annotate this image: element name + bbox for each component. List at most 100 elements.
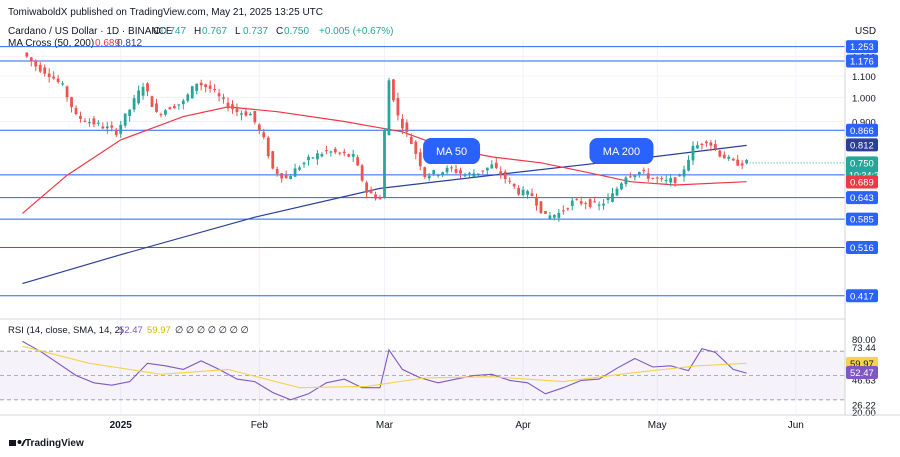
- candle-body: [477, 173, 480, 175]
- candle-body: [745, 159, 749, 164]
- candle-body: [432, 170, 436, 174]
- candle-body: [74, 107, 78, 114]
- time-tick-label: Mar: [376, 420, 394, 431]
- candle-body: [539, 201, 543, 213]
- candle-body: [168, 107, 172, 110]
- candle-body: [79, 115, 82, 119]
- candle-body: [128, 109, 132, 116]
- candle-body: [25, 52, 29, 57]
- tradingview-logo[interactable]: TradingView: [9, 438, 84, 449]
- candle-body: [535, 197, 538, 206]
- ma200-legend-value: 0.812: [117, 38, 142, 49]
- candle-body: [204, 84, 208, 88]
- level-price-label: 0.585: [850, 215, 874, 226]
- candle-body: [213, 89, 216, 91]
- candle-body: [445, 167, 449, 173]
- candle-body: [150, 96, 154, 107]
- level-price-label: 1.253: [850, 42, 874, 53]
- candle-body: [110, 125, 114, 128]
- symbol-legend[interactable]: Cardano / US Dollar · 1D · BINANCE O 0.74…: [8, 26, 394, 37]
- candle-body: [47, 73, 51, 78]
- candle-body: [374, 194, 377, 199]
- candle-body: [521, 189, 525, 196]
- candle-body: [369, 189, 373, 194]
- candle-body: [333, 148, 337, 153]
- candle-body: [655, 177, 659, 179]
- annotation-background: [589, 138, 654, 165]
- candle-body: [92, 118, 96, 125]
- candle-body: [365, 182, 368, 193]
- level-price-label: 0.866: [850, 126, 874, 137]
- ohlc-value: 0.750: [284, 26, 309, 37]
- candle-body: [172, 106, 176, 109]
- candle-body: [687, 159, 690, 171]
- candle-body: [347, 154, 351, 157]
- time-axis[interactable]: 2025 Feb Mar Apr May Jun: [0, 40, 900, 431]
- ma-cross-legend[interactable]: MA Cross (50, 200) 0.689 0.812: [8, 38, 142, 49]
- candle-body: [494, 162, 498, 168]
- tradingview-logo-icon: [9, 440, 16, 446]
- time-tick-label: Feb: [251, 420, 269, 431]
- candle-body: [356, 157, 360, 166]
- brand-name: TradingView: [25, 438, 84, 449]
- candle-body: [624, 177, 628, 185]
- candle-body: [316, 153, 319, 160]
- price-tag-ma200: [846, 138, 878, 152]
- published-line: TomiwaboldX published on TradingView.com…: [8, 7, 323, 18]
- bar-countdown: 10:34:22: [849, 170, 884, 180]
- time-tick-label: Jun: [788, 420, 804, 431]
- candle-body: [83, 120, 87, 122]
- candle-body: [700, 143, 704, 145]
- candle-body: [544, 211, 547, 214]
- candle-body: [61, 83, 64, 85]
- candle-body: [208, 85, 212, 89]
- annotation-background: [423, 138, 481, 165]
- candle-body: [280, 173, 284, 179]
- candle-body: [383, 130, 386, 199]
- level-price-tag: [846, 40, 878, 54]
- candle-body: [248, 113, 252, 116]
- candle-body: [593, 201, 597, 203]
- candle-body: [324, 150, 328, 152]
- annotation-bubble[interactable]: MA 200: [589, 138, 654, 165]
- rsi-ma-legend-value: 59.97: [147, 325, 171, 336]
- candle-body: [669, 178, 673, 183]
- candle-body: [642, 169, 646, 172]
- rsi-legend[interactable]: RSI (14, close, SMA, 14, 2) 52.47 59.97 …: [8, 325, 249, 336]
- candle-body: [378, 198, 382, 200]
- level-price-tag: [846, 123, 878, 137]
- candle-body: [660, 178, 664, 180]
- candle-body: [526, 191, 529, 195]
- ohlc-key: C: [276, 26, 283, 37]
- candle-body: [450, 167, 453, 169]
- time-tick-label: 2025: [110, 420, 133, 431]
- candle-body: [293, 168, 297, 177]
- candle-body: [713, 144, 717, 150]
- price-tag-label: 0.689: [850, 178, 874, 189]
- candle-body: [392, 79, 395, 101]
- candle-body: [722, 154, 726, 159]
- candle-body: [709, 142, 713, 146]
- candle-body: [257, 124, 261, 130]
- candle-body: [114, 129, 118, 136]
- level-price-label: 0.417: [850, 291, 874, 302]
- candle-body: [400, 118, 404, 129]
- tradingview-logo-mark: [21, 440, 26, 446]
- candle-body: [195, 83, 199, 91]
- candle-body: [262, 132, 266, 138]
- candle-body: [311, 157, 315, 159]
- annotations[interactable]: MA 50 MA 200: [423, 138, 654, 165]
- candle-body: [740, 163, 744, 166]
- candle-body: [427, 175, 431, 179]
- candle-body: [570, 200, 574, 206]
- candle-body: [508, 180, 512, 182]
- symbol-title: Cardano / US Dollar · 1D · BINANCE: [8, 26, 173, 37]
- horizontal-levels[interactable]: [0, 46, 845, 297]
- candlesticks: [25, 52, 749, 222]
- candle-body: [418, 152, 422, 167]
- annotation-bubble[interactable]: MA 50: [423, 138, 481, 165]
- level-price-tag: [846, 289, 878, 303]
